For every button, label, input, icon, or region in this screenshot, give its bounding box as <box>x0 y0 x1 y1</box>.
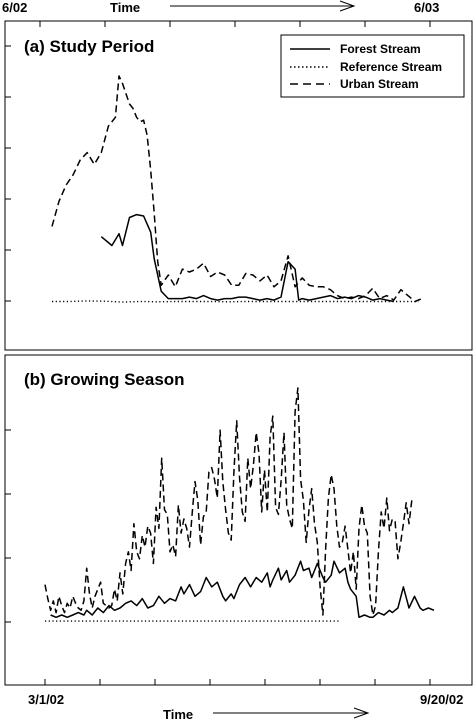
top-tick-label-right: 6/03 <box>414 0 439 15</box>
panel-b-left-ticks <box>5 429 11 623</box>
panel-b-forest-line <box>50 560 435 619</box>
panel-a-frame <box>4 20 473 351</box>
panel-b-frame <box>4 354 473 686</box>
legend: Forest Stream Reference Stream Urban Str… <box>280 34 465 98</box>
bottom-tick-label-left: 3/1/02 <box>28 692 64 707</box>
panel-b-urban-line <box>44 387 413 616</box>
bottom-axis: 3/1/02 9/20/02 Time <box>28 692 463 721</box>
top-time-arrow-head <box>339 0 356 12</box>
panel-a-title: (a) Study Period <box>24 37 154 56</box>
panel-a-left-ticks <box>5 45 11 302</box>
panel-a-urban-line <box>51 75 423 303</box>
top-tick-label-left: 6/02 <box>2 0 27 15</box>
panel-b-bottom-ticks <box>44 679 431 685</box>
panel-a-plot <box>51 75 423 303</box>
bottom-time-arrow-head <box>353 707 370 719</box>
bottom-tick-label-right: 9/20/02 <box>420 692 463 707</box>
panel-b-title: (b) Growing Season <box>24 370 185 389</box>
panel-a-top-ticks <box>39 21 431 27</box>
bottom-time-label: Time <box>163 707 193 721</box>
legend-label-forest: Forest Stream <box>340 42 421 56</box>
panel-a-forest-line <box>100 213 394 303</box>
top-axis: 6/02 Time 6/03 <box>2 0 439 15</box>
legend-label-urban: Urban Stream <box>340 77 419 91</box>
panel-a-reference-line <box>52 300 419 303</box>
panel-b-plot <box>44 387 435 622</box>
legend-label-reference: Reference Stream <box>340 60 442 74</box>
legend-box <box>280 34 465 98</box>
top-time-label: Time <box>110 0 140 15</box>
